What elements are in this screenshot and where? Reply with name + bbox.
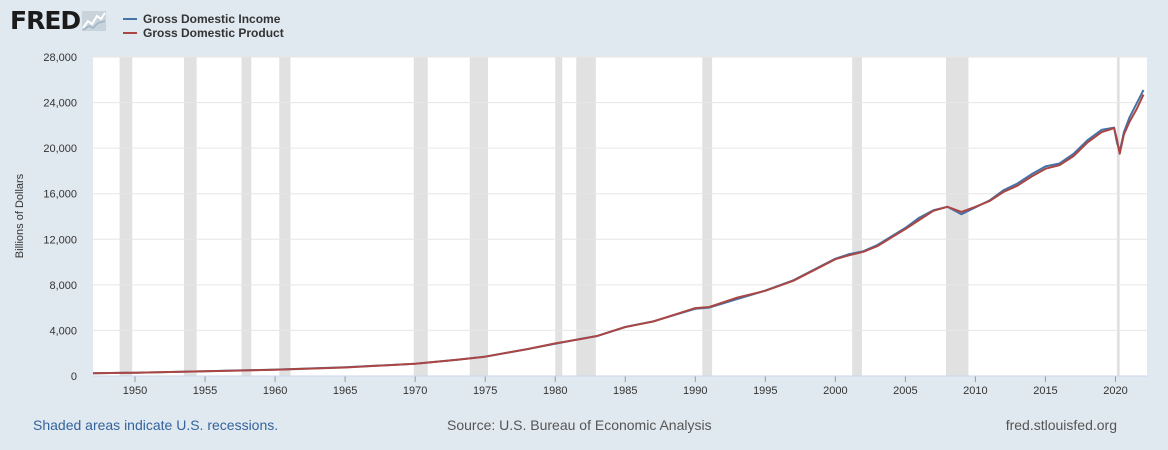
fred-logo[interactable]: FRED <box>10 6 107 36</box>
recession-band-9 <box>852 57 862 376</box>
recession-band-4 <box>413 57 428 376</box>
recession-band-10 <box>946 57 969 376</box>
y-tick-label: 4,000 <box>49 325 77 337</box>
x-tick-label: 2010 <box>963 385 987 397</box>
y-axis-label: Billions of Dollars <box>14 173 26 258</box>
x-tick-label: 1970 <box>403 385 427 397</box>
x-tick-label: 1950 <box>123 385 147 397</box>
legend-item-gdp[interactable]: Gross Domestic Product <box>123 26 284 40</box>
x-tick-label: 1955 <box>193 385 217 397</box>
x-tick-label: 2005 <box>893 385 917 397</box>
source-text: Source: U.S. Bureau of Economic Analysis <box>447 417 712 433</box>
line-chart-icon <box>82 11 107 31</box>
y-tick-label: 20,000 <box>43 143 77 155</box>
recession-band-8 <box>702 57 713 376</box>
x-tick-label: 1975 <box>473 385 497 397</box>
x-tick-label: 1990 <box>683 385 707 397</box>
recession-band-5 <box>469 57 488 376</box>
x-axis-ticks: 1950 1955 1960 1965 1970 1975 1980 1985 1990 1995… <box>93 375 1147 397</box>
x-tick-label: 2000 <box>823 385 847 397</box>
recession-band-3 <box>279 57 291 376</box>
y-tick-label: 24,000 <box>43 98 77 110</box>
recession-band-7 <box>576 57 596 376</box>
x-tick-label: 1965 <box>333 385 357 397</box>
recession-bands <box>119 57 1120 376</box>
recession-band-2 <box>241 57 252 376</box>
chart-legend: Gross Domestic Income Gross Domestic Pro… <box>123 12 284 40</box>
grid-lines <box>93 56 1147 331</box>
recession-band-11 <box>1116 57 1120 376</box>
recession-note-link[interactable]: Shaded areas indicate U.S. recessions. <box>33 417 279 433</box>
site-link[interactable]: fred.stlouisfed.org <box>1005 417 1117 433</box>
legend-swatch-gdp <box>123 32 137 34</box>
plot-background <box>93 57 1147 376</box>
series-lines <box>92 89 1145 375</box>
recession-band-6 <box>555 57 563 376</box>
x-tick-label: 2020 <box>1103 385 1127 397</box>
y-tick-label: 16,000 <box>43 189 77 201</box>
y-tick-label: 28,000 <box>43 52 77 64</box>
recession-band-1 <box>184 57 197 376</box>
series-line-gdp <box>92 94 1145 375</box>
legend-label-gdi: Gross Domestic Income <box>143 12 281 26</box>
x-tick-label: 1985 <box>613 385 637 397</box>
x-tick-label: 2015 <box>1033 385 1057 397</box>
legend-item-gdi[interactable]: Gross Domestic Income <box>123 12 284 26</box>
x-tick-label: 1960 <box>263 385 287 397</box>
legend-label-gdp: Gross Domestic Product <box>143 26 284 40</box>
y-axis-ticks: 0 4,000 8,000 12,000 16,000 20,000 24,000 28,00… <box>43 52 77 383</box>
y-tick-label: 8,000 <box>49 280 77 292</box>
y-tick-label: 12,000 <box>43 234 77 246</box>
x-tick-label: 1980 <box>543 385 567 397</box>
logo-text: FRED <box>10 6 81 35</box>
recession-band-0 <box>119 57 133 376</box>
line-chart: 0 4,000 8,000 12,000 16,000 20,000 24,000 28,00… <box>14 52 1147 397</box>
x-tick-label: 1995 <box>753 385 777 397</box>
legend-swatch-gdi <box>123 18 137 20</box>
y-tick-label: 0 <box>71 371 77 383</box>
